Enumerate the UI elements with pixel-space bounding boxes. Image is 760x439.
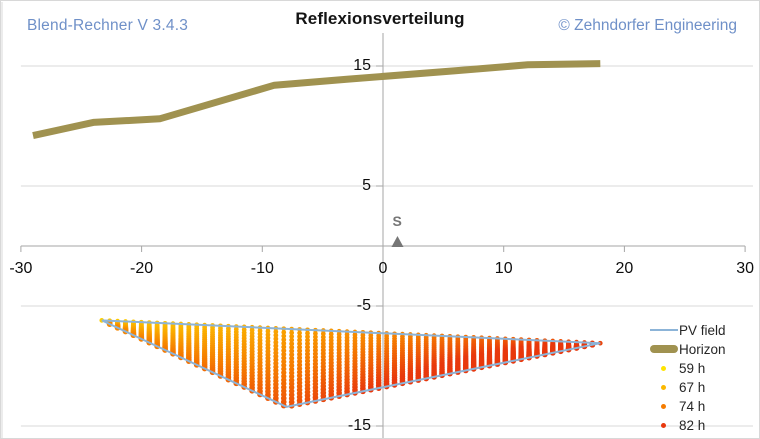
legend-item[interactable]: Horizon (649, 340, 757, 359)
legend-dot-icon (649, 359, 679, 378)
legend-item[interactable]: 59 h (649, 359, 757, 378)
legend-marker (661, 366, 666, 371)
legend-item[interactable]: 67 h (649, 378, 757, 397)
chart-legend: PV field Horizon 59 h 67 h 74 h 82 h (649, 321, 757, 435)
legend-dot-icon (649, 416, 679, 435)
south-direction-label: S (392, 213, 402, 229)
south-marker-icon (391, 236, 404, 247)
legend-band-icon (649, 340, 679, 359)
legend-marker (650, 345, 678, 353)
y-axis-tick-label: 15 (353, 57, 371, 74)
legend-item-label: PV field (679, 323, 726, 338)
legend-item-label: 59 h (679, 361, 706, 376)
chart-title: Reflexionsverteilung (295, 9, 465, 28)
legend-item[interactable]: 74 h (649, 397, 757, 416)
legend-marker (650, 329, 678, 331)
x-axis-tick-label: 20 (615, 260, 634, 277)
legend-item-label: 82 h (679, 418, 706, 433)
legend-item-label: 74 h (679, 399, 706, 414)
x-axis-tick-label: -10 (250, 260, 274, 277)
x-axis-tick-label: 30 (736, 260, 754, 277)
legend-line-icon (649, 321, 679, 340)
x-axis-tick-label: -30 (9, 260, 33, 277)
x-axis-tick-label: 0 (378, 260, 388, 277)
y-axis-tick-label: -15 (347, 417, 371, 434)
x-axis-tick-label: 10 (494, 260, 513, 277)
legend-item-label: 67 h (679, 380, 706, 395)
legend-marker (661, 404, 666, 409)
horizon-line (32, 60, 601, 140)
legend-dot-icon (649, 397, 679, 416)
legend-item[interactable]: PV field (649, 321, 757, 340)
gridlines (20, 65, 753, 427)
legend-item[interactable]: 82 h (649, 416, 757, 435)
y-axis-tick-label: -5 (356, 297, 371, 314)
legend-item-label: Horizon (679, 342, 726, 357)
pv-field-outline (101, 319, 601, 408)
app-version-label: Blend-Rechner V 3.4.3 (27, 17, 189, 34)
scatter-points (99, 318, 603, 409)
copyright-label: © Zehndorfer Engineering (558, 17, 737, 34)
x-axis-tick-label: -20 (130, 260, 154, 277)
legend-dot-icon (649, 378, 679, 397)
y-axis-tick-label: 5 (362, 177, 371, 194)
legend-marker (661, 385, 666, 390)
legend-marker (661, 423, 666, 428)
